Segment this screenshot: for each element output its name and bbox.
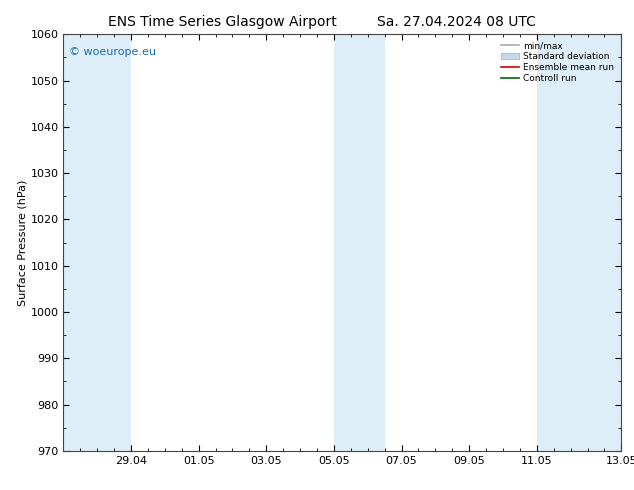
- Y-axis label: Surface Pressure (hPa): Surface Pressure (hPa): [18, 179, 28, 306]
- Legend: min/max, Standard deviation, Ensemble mean run, Controll run: min/max, Standard deviation, Ensemble me…: [498, 39, 617, 86]
- Bar: [537, 34, 621, 451]
- Text: ENS Time Series Glasgow Airport: ENS Time Series Glasgow Airport: [108, 15, 336, 29]
- Bar: [334, 34, 385, 451]
- Text: Sa. 27.04.2024 08 UTC: Sa. 27.04.2024 08 UTC: [377, 15, 536, 29]
- Bar: [63, 34, 131, 451]
- Text: © woeurope.eu: © woeurope.eu: [69, 47, 156, 57]
